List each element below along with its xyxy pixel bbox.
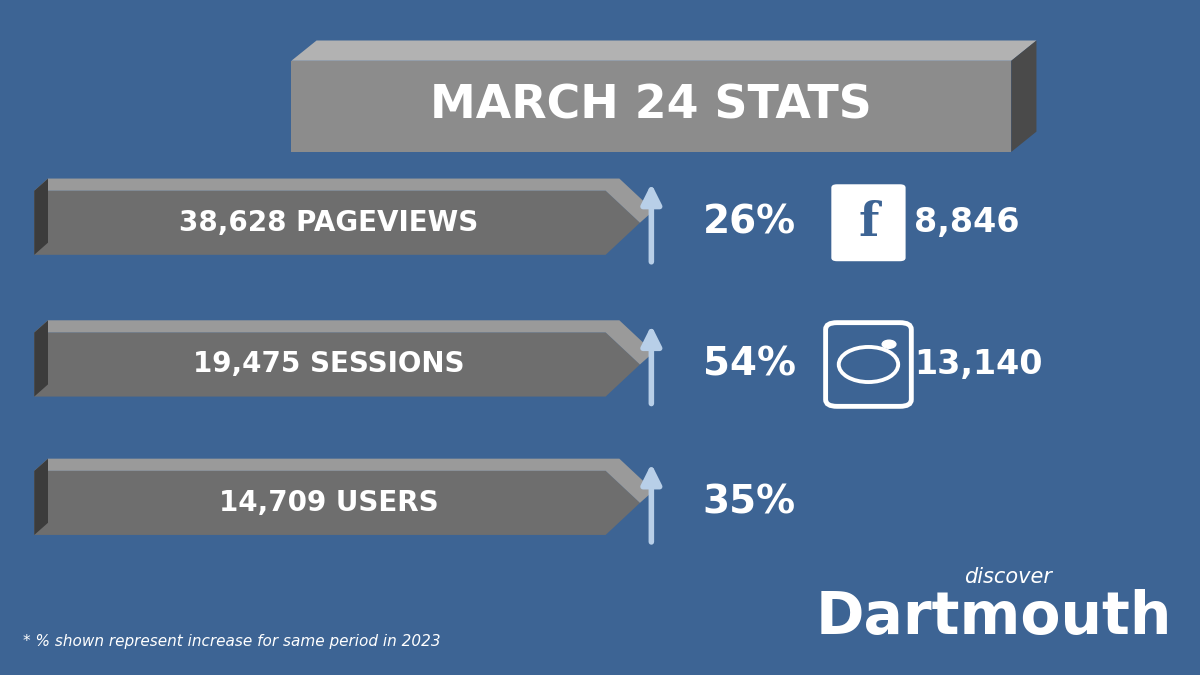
Text: 35%: 35%: [703, 484, 796, 522]
Text: 19,475 SESSIONS: 19,475 SESSIONS: [193, 350, 464, 379]
Circle shape: [882, 340, 896, 348]
Text: 14,709 USERS: 14,709 USERS: [220, 489, 439, 517]
Text: Dartmouth: Dartmouth: [816, 589, 1172, 646]
Polygon shape: [35, 178, 48, 254]
Polygon shape: [35, 332, 640, 397]
Polygon shape: [35, 178, 654, 223]
Text: discover: discover: [964, 567, 1052, 587]
Polygon shape: [35, 459, 48, 535]
Text: 13,140: 13,140: [914, 348, 1043, 381]
FancyBboxPatch shape: [292, 61, 1012, 152]
Polygon shape: [292, 40, 1037, 61]
Polygon shape: [35, 459, 654, 503]
Polygon shape: [35, 191, 640, 254]
Polygon shape: [1012, 40, 1037, 152]
Text: 8,846: 8,846: [914, 207, 1020, 239]
Polygon shape: [35, 320, 654, 364]
Polygon shape: [35, 471, 640, 535]
Text: 54%: 54%: [703, 346, 796, 383]
Polygon shape: [35, 320, 48, 397]
Text: f: f: [858, 200, 878, 246]
FancyBboxPatch shape: [832, 184, 906, 261]
Text: * % shown represent increase for same period in 2023: * % shown represent increase for same pe…: [23, 634, 440, 649]
Text: MARCH 24 STATS: MARCH 24 STATS: [431, 84, 872, 129]
Text: 38,628 PAGEVIEWS: 38,628 PAGEVIEWS: [180, 209, 479, 237]
Text: 26%: 26%: [703, 204, 796, 242]
